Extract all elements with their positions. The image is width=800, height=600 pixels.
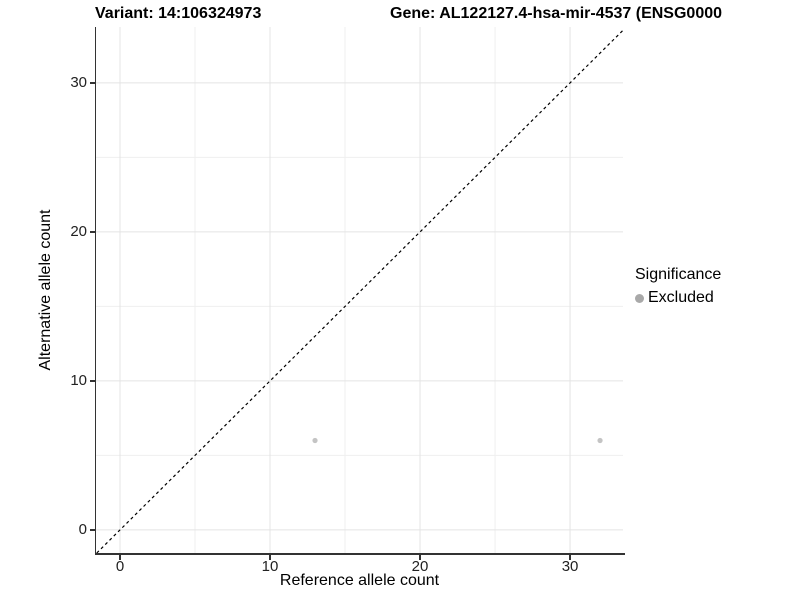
x-tick-mark bbox=[419, 554, 421, 560]
legend-item-excluded: Excluded bbox=[635, 289, 721, 307]
data-point-excluded bbox=[312, 437, 318, 444]
plot-title-variant: Variant: 14:106324973 bbox=[95, 5, 262, 22]
x-axis-line bbox=[94, 553, 625, 555]
y-tick-label: 10 bbox=[70, 371, 87, 389]
plot-canvas bbox=[96, 27, 624, 554]
legend: Significance Excluded bbox=[635, 266, 721, 307]
x-tick-label: 10 bbox=[261, 558, 279, 575]
y-axis-title: Alternative allele count bbox=[37, 209, 54, 371]
x-tick-mark bbox=[269, 554, 271, 560]
y-tick-mark bbox=[89, 380, 95, 382]
x-axis-title: Reference allele count bbox=[279, 572, 440, 589]
x-tick-mark bbox=[569, 554, 571, 560]
x-tick-label: 30 bbox=[561, 558, 579, 575]
y-tick-mark bbox=[89, 82, 95, 84]
y-tick-mark bbox=[89, 231, 95, 233]
identity-line bbox=[96, 29, 624, 554]
y-tick-mark bbox=[89, 529, 95, 531]
y-tick-label: 20 bbox=[70, 222, 87, 240]
x-tick-mark bbox=[119, 554, 121, 560]
y-tick-label: 0 bbox=[78, 520, 87, 538]
legend-title: Significance bbox=[635, 266, 722, 283]
y-axis-line bbox=[94, 27, 96, 555]
excluded-point-icon bbox=[635, 293, 644, 303]
legend-item-label: Excluded bbox=[648, 289, 714, 306]
y-tick-label: 30 bbox=[70, 73, 87, 91]
x-tick-label: 20 bbox=[411, 558, 429, 575]
data-point-excluded bbox=[597, 437, 603, 444]
plot-title-gene: Gene: AL122127.4-hsa-mir-4537 (ENSG0000 bbox=[390, 5, 723, 22]
plot-panel bbox=[96, 27, 624, 554]
x-tick-label: 0 bbox=[115, 558, 125, 575]
